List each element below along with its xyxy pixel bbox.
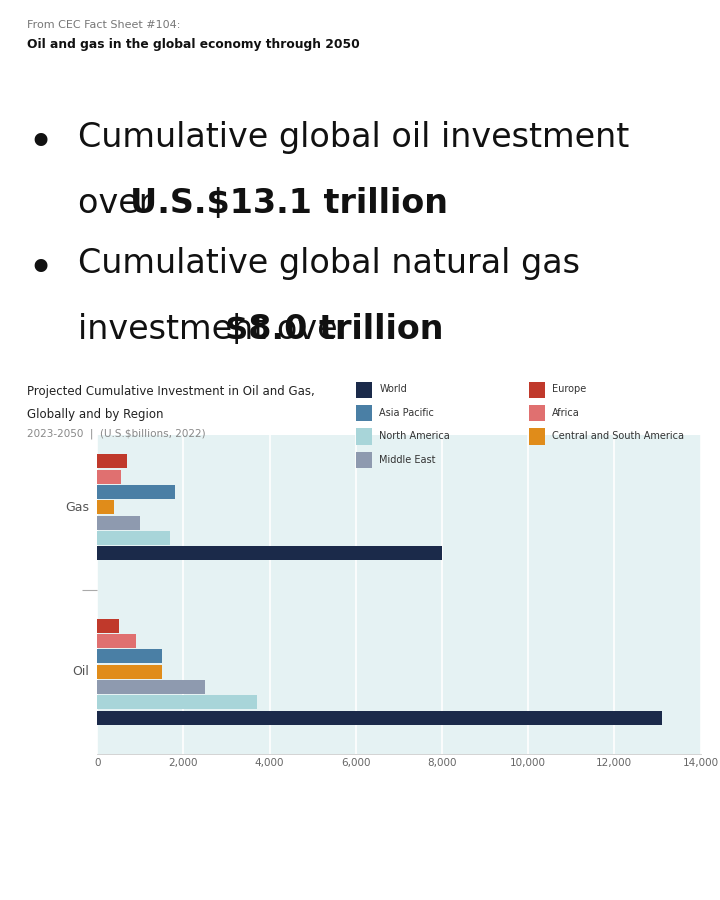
Text: $8.0 trillion: $8.0 trillion	[225, 313, 444, 346]
Bar	[97, 546, 442, 560]
Bar	[97, 470, 121, 483]
Text: Cumulative global natural gas: Cumulative global natural gas	[78, 248, 580, 281]
Bar	[97, 500, 114, 514]
Bar	[97, 619, 119, 633]
Bar	[97, 454, 127, 468]
Text: Cumulative global oil investment: Cumulative global oil investment	[78, 122, 629, 155]
Text: From CEC Fact Sheet #104:: From CEC Fact Sheet #104:	[27, 20, 181, 30]
Text: Middle East: Middle East	[379, 454, 436, 464]
Bar	[97, 650, 162, 663]
Bar	[97, 680, 205, 694]
Text: Canadian Energy Centre: Canadian Energy Centre	[432, 831, 688, 849]
Text: over: over	[78, 187, 163, 220]
Text: U.S.$13.1 trillion: U.S.$13.1 trillion	[130, 187, 449, 220]
Text: Europe: Europe	[552, 384, 587, 394]
Bar	[97, 531, 171, 544]
Text: World: World	[379, 384, 408, 394]
Bar	[97, 665, 162, 679]
Text: •: •	[27, 248, 53, 291]
Bar	[97, 516, 140, 529]
Bar	[97, 485, 175, 499]
Text: Globally and by Region: Globally and by Region	[27, 408, 164, 420]
Text: Projected Cumulative Investment in Oil and Gas,: Projected Cumulative Investment in Oil a…	[27, 385, 315, 398]
Bar	[97, 696, 256, 709]
Text: Oil and gas in the global economy through 2050: Oil and gas in the global economy throug…	[27, 38, 360, 50]
Text: investment over: investment over	[78, 313, 361, 346]
Text: North America: North America	[379, 431, 450, 441]
Text: Asia Pacific: Asia Pacific	[379, 408, 434, 418]
Text: Africa: Africa	[552, 408, 580, 418]
Text: Central and South America: Central and South America	[552, 431, 684, 441]
Bar	[97, 634, 136, 648]
Text: •: •	[27, 122, 53, 165]
Text: 2023-2050  |  (U.S.$billions, 2022): 2023-2050 | (U.S.$billions, 2022)	[27, 428, 206, 439]
Bar	[97, 711, 662, 724]
